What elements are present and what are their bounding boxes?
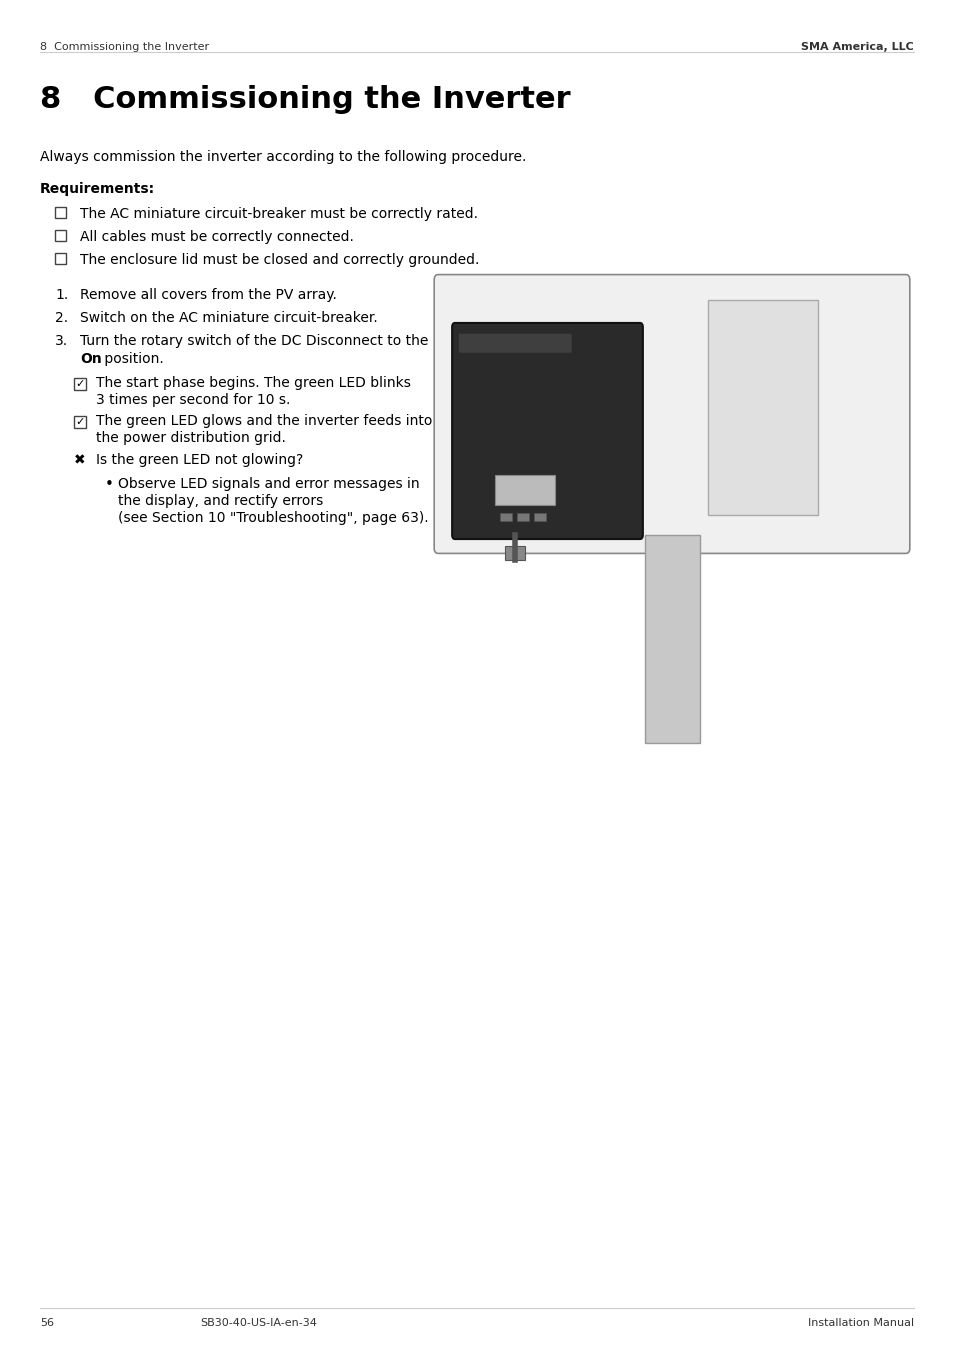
Text: 8  Commissioning the Inverter: 8 Commissioning the Inverter	[40, 42, 209, 51]
Text: •: •	[105, 477, 113, 492]
Text: The enclosure lid must be closed and correctly grounded.: The enclosure lid must be closed and cor…	[80, 253, 478, 266]
Text: All cables must be correctly connected.: All cables must be correctly connected.	[80, 230, 354, 243]
Text: Turn the rotary switch of the DC Disconnect to the: Turn the rotary switch of the DC Disconn…	[80, 334, 428, 347]
Text: ✓: ✓	[75, 416, 85, 427]
Text: 3 times per second for 10 s.: 3 times per second for 10 s.	[96, 393, 290, 407]
Text: 56: 56	[40, 1318, 54, 1328]
Text: Is the green LED not glowing?: Is the green LED not glowing?	[96, 453, 303, 466]
Text: The green LED glows and the inverter feeds into: The green LED glows and the inverter fee…	[96, 414, 432, 429]
Text: 2.: 2.	[55, 311, 68, 324]
Text: On: On	[80, 352, 102, 366]
Text: Observe LED signals and error messages in: Observe LED signals and error messages i…	[118, 477, 419, 491]
Text: 3.: 3.	[55, 334, 68, 347]
Polygon shape	[742, 380, 782, 420]
Text: ✓: ✓	[75, 379, 85, 389]
Text: (see Section 10 "Troubleshooting", page 63).: (see Section 10 "Troubleshooting", page …	[118, 511, 428, 525]
Text: position.: position.	[100, 352, 164, 366]
Text: Requirements:: Requirements:	[40, 183, 155, 196]
Text: The AC miniature circuit-breaker must be correctly rated.: The AC miniature circuit-breaker must be…	[80, 207, 477, 220]
Polygon shape	[714, 352, 810, 448]
Text: SMA America, LLC: SMA America, LLC	[801, 42, 913, 51]
Text: ✖: ✖	[74, 453, 86, 466]
Text: the power distribution grid.: the power distribution grid.	[96, 431, 286, 445]
Text: Switch on the AC miniature circuit-breaker.: Switch on the AC miniature circuit-break…	[80, 311, 377, 324]
Text: The start phase begins. The green LED blinks: The start phase begins. The green LED bl…	[96, 376, 411, 389]
Text: 1.: 1.	[55, 288, 69, 301]
Text: Always commission the inverter according to the following procedure.: Always commission the inverter according…	[40, 150, 526, 164]
Text: 8   Commissioning the Inverter: 8 Commissioning the Inverter	[40, 85, 570, 114]
Text: Installation Manual: Installation Manual	[807, 1318, 913, 1328]
Text: SB30-40-US-IA-en-34: SB30-40-US-IA-en-34	[200, 1318, 316, 1328]
Text: Remove all covers from the PV array.: Remove all covers from the PV array.	[80, 288, 336, 301]
Text: the display, and rectify errors: the display, and rectify errors	[118, 493, 323, 508]
